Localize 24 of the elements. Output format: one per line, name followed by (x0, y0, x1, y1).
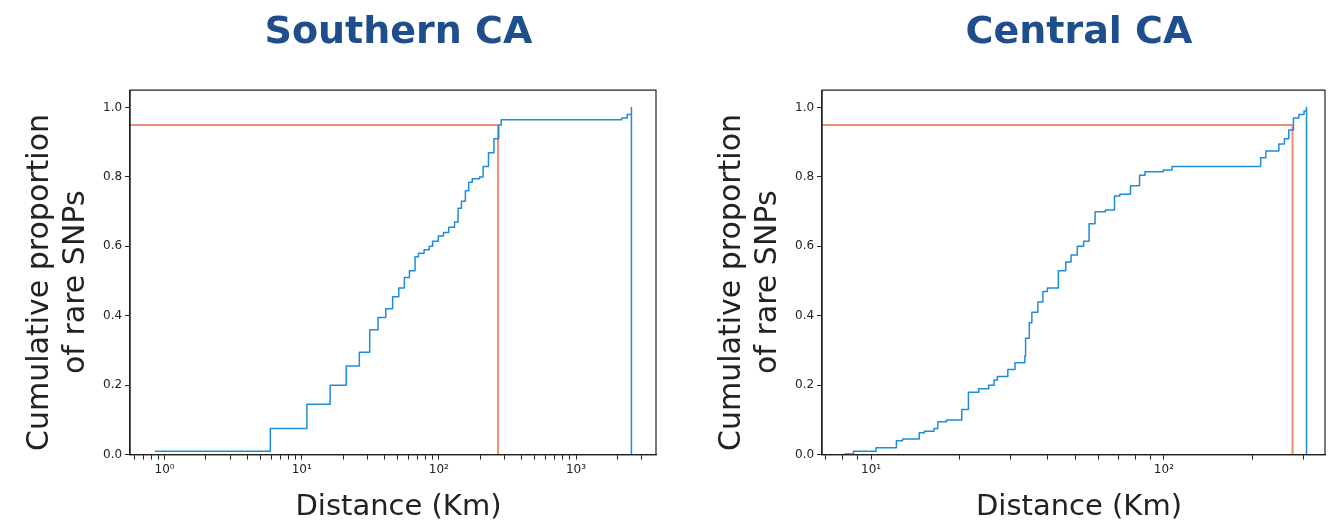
chart-title: Southern CA (263, 8, 534, 52)
x-tick-label: 10¹ (861, 461, 882, 476)
x-tick-label: 10¹ (291, 461, 312, 476)
x-axis-title: Distance (Km) (975, 488, 1183, 522)
y-tick-label: 0.6 (794, 238, 815, 253)
x-axis-title: Distance (Km) (294, 488, 503, 522)
x-tick-label: 10⁰ (154, 461, 175, 476)
y-tick-label: 1.0 (794, 99, 815, 114)
x-tick-label: 10³ (565, 461, 587, 476)
y-tick-label: 0.4 (794, 307, 815, 322)
chart-title: Central CA (964, 8, 1194, 52)
y-axis-title: Cumulative proportion of rare SNPs (712, 112, 784, 452)
y-tick-label: 0.0 (102, 446, 123, 461)
y-tick-label: 0.8 (102, 169, 123, 184)
y-tick-label: 0.8 (794, 169, 815, 184)
y-axis-title: Cumulative proportion of rare SNPs (20, 112, 92, 452)
x-tick-label: 10² (1153, 461, 1175, 476)
y-tick-label: 1.0 (102, 99, 123, 114)
y-tick-label: 0.0 (794, 446, 815, 461)
y-tick-label: 0.2 (794, 377, 815, 392)
y-tick-label: 0.2 (102, 377, 123, 392)
y-tick-label: 0.4 (102, 307, 123, 322)
x-tick-label: 10² (428, 461, 450, 476)
y-tick-label: 0.6 (102, 238, 123, 253)
